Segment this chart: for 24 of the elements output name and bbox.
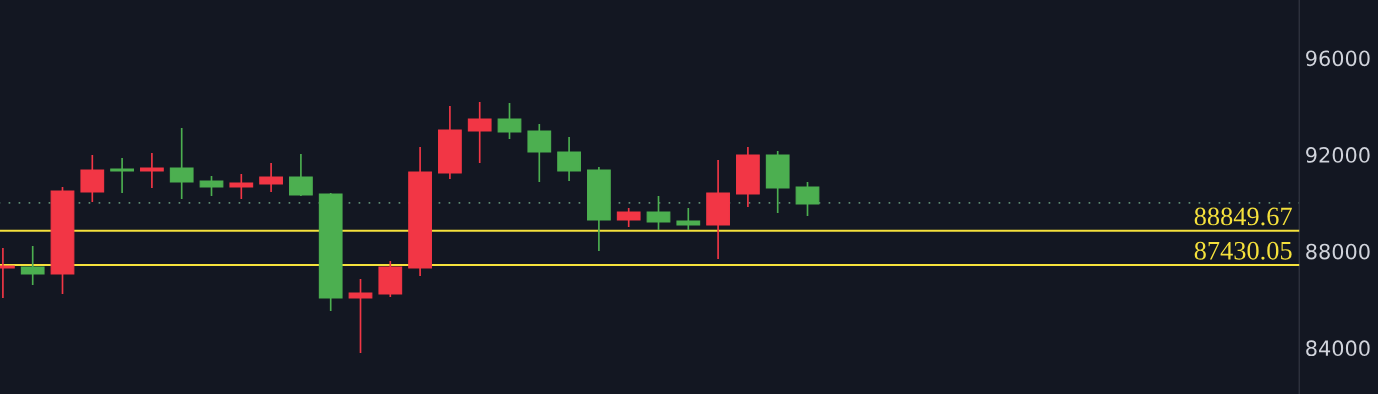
candlestick [140, 152, 164, 189]
candlestick [169, 127, 194, 200]
ref-line-label: 88849.67 [1194, 207, 1292, 226]
candlestick [557, 136, 581, 182]
candlestick [646, 195, 671, 231]
candlestick [110, 157, 134, 194]
candlestick [527, 123, 552, 183]
candlestick [348, 278, 373, 354]
candlestick [80, 154, 105, 203]
y-tick-label: 92000 [1306, 147, 1370, 163]
candlestick [616, 207, 641, 228]
candlestick [497, 102, 522, 140]
candlestick [199, 175, 224, 197]
ref-line-label: 87430.05 [1194, 241, 1292, 260]
y-tick-label: 84000 [1306, 340, 1370, 357]
candlestick [229, 173, 254, 200]
candlestick [20, 245, 45, 286]
candlestick [467, 101, 492, 164]
y-tick-label: 96000 [1306, 50, 1370, 67]
candlestick [676, 207, 701, 231]
candlestick [795, 181, 820, 217]
candlestick [289, 153, 313, 197]
y-tick-label: 88000 [1306, 243, 1370, 260]
candlestick [259, 162, 283, 193]
